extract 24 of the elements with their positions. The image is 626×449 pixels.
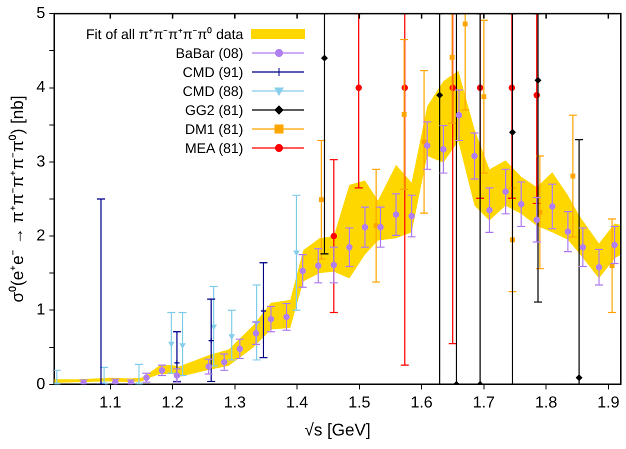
legend-label: DM1 (81) [184, 120, 244, 136]
x-tick-label: 1.3 [224, 394, 246, 412]
legend-label: BaBar (08) [176, 44, 244, 60]
x-axis-title: √s [GeV] [304, 420, 371, 440]
y-tick-label: 2 [36, 227, 46, 244]
legend-label: GG2 (81) [184, 102, 244, 118]
x-tick-label: 1.8 [534, 394, 558, 412]
y-tick-label: 1 [36, 302, 46, 319]
y-tick-label: 3 [36, 153, 46, 170]
y-tick-label: 5 [36, 5, 46, 22]
x-tick-label: 1.4 [286, 394, 308, 412]
y-tick-label: 0 [36, 376, 46, 393]
x-tick-label: 1.1 [99, 394, 122, 412]
x-tick-label: 1.7 [472, 394, 496, 412]
y-axis-title: σ⁰(e⁺e⁻ → π⁺π⁻π⁺π⁻π⁰) [nb] [8, 96, 27, 302]
x-tick-label: 1.6 [410, 394, 433, 412]
x-tick-label: 1.2 [161, 394, 184, 412]
legend-label: CMD (91) [182, 64, 244, 80]
x-tick-label: 1.5 [348, 394, 371, 412]
legend-label: Fit of all π⁺π⁻π⁺π⁻π⁰ data [86, 25, 244, 43]
legend-label: CMD (88) [182, 82, 244, 98]
x-tick-label: 1.9 [597, 394, 620, 412]
y-tick-label: 4 [36, 79, 46, 96]
legend-label: MEA (81) [184, 140, 244, 156]
